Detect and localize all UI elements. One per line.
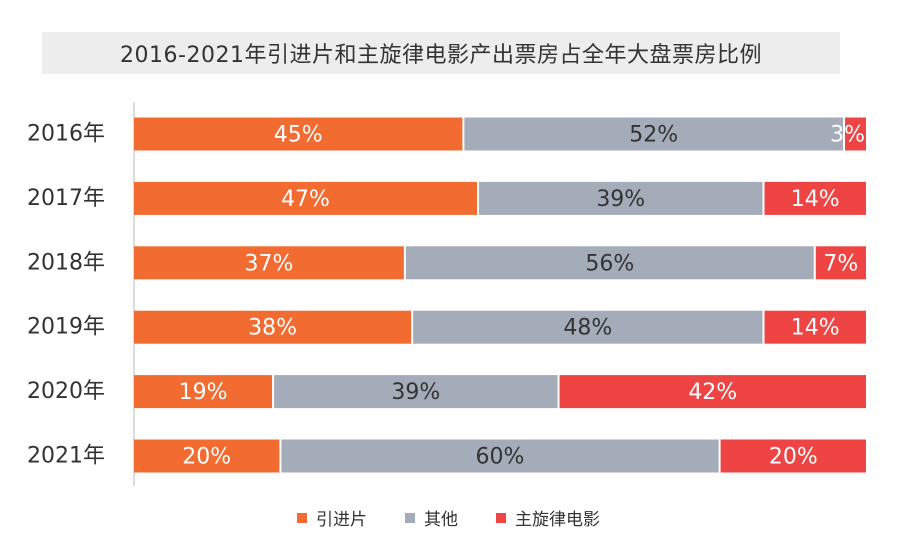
legend-label-main-melody: 主旋律电影: [515, 510, 600, 530]
bar-segment: [134, 181, 478, 215]
bar-segment: [845, 117, 866, 151]
legend-item-main-melody: 主旋律电影: [496, 505, 600, 530]
legend-swatch-other: [405, 512, 415, 523]
bar-segment: [281, 439, 719, 473]
category-label: 2019年: [27, 315, 105, 340]
legend-swatch-main-melody: [496, 512, 506, 523]
data-label: 7%: [823, 251, 858, 276]
data-label: 20%: [182, 445, 231, 470]
bar-segment: [134, 246, 404, 280]
data-label: 60%: [476, 445, 525, 470]
category-label: 2016年: [27, 122, 105, 147]
data-label: 48%: [563, 316, 612, 341]
bar-segment: [559, 375, 866, 409]
bar-segment: [413, 310, 763, 344]
bar-segment: [134, 117, 463, 151]
data-label: 39%: [596, 187, 645, 212]
legend-item-imported: 引进片: [297, 505, 367, 530]
legend-item-other: 其他: [405, 505, 458, 530]
legend-label-imported: 引进片: [316, 510, 367, 530]
data-label: 42%: [688, 380, 737, 405]
category-label: 2020年: [27, 379, 105, 404]
data-label: 19%: [179, 380, 228, 405]
data-label: 14%: [791, 316, 840, 341]
bar-segment: [720, 439, 866, 473]
data-label: 45%: [274, 123, 323, 148]
bar-segment: [815, 246, 866, 280]
bar-segment: [274, 375, 558, 409]
chart-title-bar: 2016-2021年引进片和主旋律电影产出票房占全年大盘票房比例: [42, 32, 840, 74]
category-label: 2018年: [27, 250, 105, 275]
chart-title: 2016-2021年引进片和主旋律电影产出票房占全年大盘票房比例: [120, 43, 762, 68]
bar-segment: [464, 117, 844, 151]
category-label: 2021年: [27, 444, 105, 469]
chart-legend: 引进片 其他 主旋律电影: [0, 505, 897, 530]
category-label: 2017年: [27, 186, 105, 211]
bar-segment: [764, 310, 866, 344]
data-label: 20%: [769, 445, 818, 470]
data-label: 37%: [244, 251, 293, 276]
data-label: 3%: [830, 123, 865, 148]
data-label: 38%: [248, 316, 297, 341]
data-label: 39%: [391, 380, 440, 405]
legend-label-other: 其他: [424, 510, 458, 530]
data-label: 52%: [629, 123, 678, 148]
bar-segment: [134, 439, 280, 473]
bar-segment: [405, 246, 814, 280]
data-label: 14%: [791, 187, 840, 212]
legend-swatch-imported: [297, 512, 307, 523]
bar-segment: [134, 310, 412, 344]
bar-segment: [134, 375, 273, 409]
bar-segment: [764, 181, 866, 215]
bar-segment: [479, 181, 763, 215]
data-label: 56%: [585, 251, 634, 276]
data-label: 47%: [281, 187, 330, 212]
